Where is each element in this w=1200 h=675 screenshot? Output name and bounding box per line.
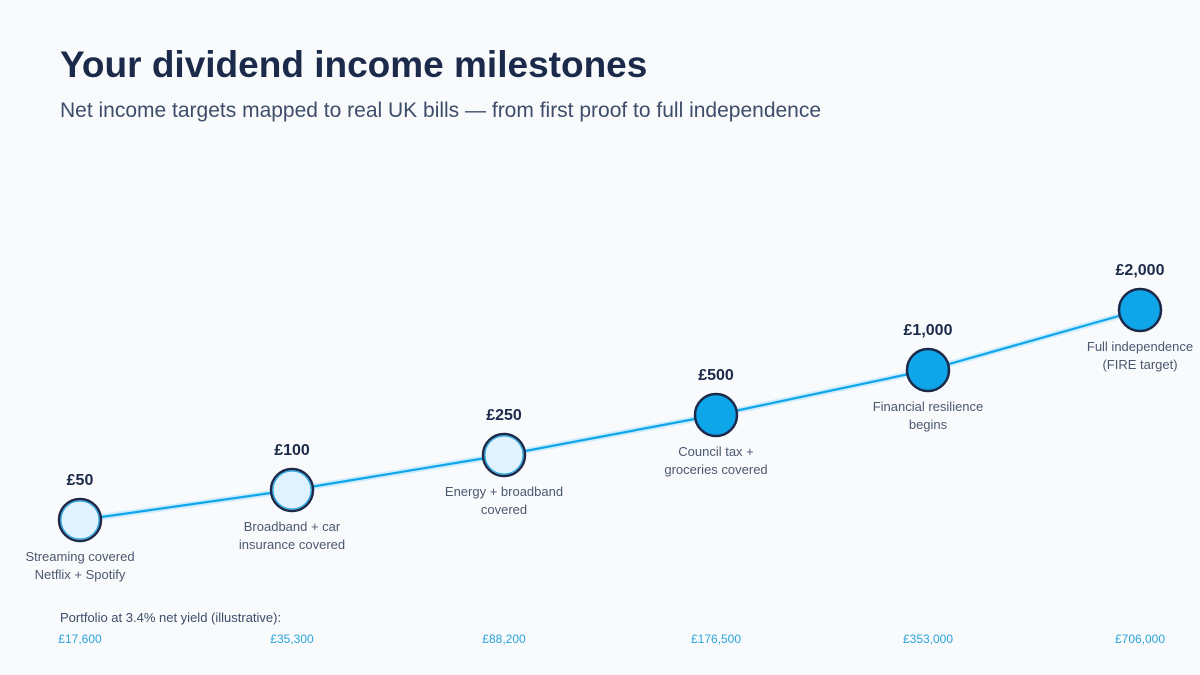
page-title: Your dividend income milestones xyxy=(60,44,648,85)
milestone-amount: £100 xyxy=(274,442,310,459)
milestone-node-50 xyxy=(57,497,103,543)
milestone-node-1000 xyxy=(905,347,951,393)
milestone-amount: £50 xyxy=(66,472,94,489)
milestone-description: Financial resilience begins xyxy=(873,398,984,434)
milestone-description-line: Full independence xyxy=(1086,339,1194,354)
milestone-amount: £250 xyxy=(486,407,522,424)
milestone-node-500 xyxy=(693,392,739,438)
milestone-amount: £500 xyxy=(698,367,734,384)
milestone-description-line: Financial resilience xyxy=(872,399,984,414)
portfolio-value: £353,000 xyxy=(902,632,954,646)
portfolio-value: £35,300 xyxy=(270,632,314,646)
milestone-amount: £1,000 xyxy=(903,322,953,339)
milestone-description-line: Streaming covered xyxy=(25,549,135,564)
milestone-description-line: groceries covered xyxy=(664,462,768,477)
milestone-description: Broadband + car insurance covered xyxy=(239,518,345,554)
portfolio-label: Portfolio at 3.4% net yield (illustrativ… xyxy=(60,610,282,625)
progress-line xyxy=(79,308,1141,522)
milestone-description-line: covered xyxy=(480,502,528,517)
page-subtitle: Net income targets mapped to real UK bil… xyxy=(60,99,822,122)
portfolio-value: £176,500 xyxy=(690,632,742,646)
milestone-description-line: Energy + broadband xyxy=(444,484,564,499)
milestone-description-line: Council tax + xyxy=(678,444,754,459)
portfolio-value: £88,200 xyxy=(482,632,526,646)
milestone-description: Full independence (FIRE target) xyxy=(1087,338,1193,374)
milestone-description-line: (FIRE target) xyxy=(1102,357,1178,372)
milestone-description: Council tax + groceries covered xyxy=(664,443,767,479)
milestone-description-line: begins xyxy=(908,417,948,432)
milestone-description-line: Netflix + Spotify xyxy=(34,567,126,582)
milestone-node-100 xyxy=(269,467,315,513)
portfolio-value: £706,000 xyxy=(1114,632,1166,646)
milestone-node-250 xyxy=(481,432,527,478)
milestone-description-line: insurance covered xyxy=(238,537,346,552)
milestone-node-2000 xyxy=(1117,287,1163,333)
milestone-description: Streaming covered Netflix + Spotify xyxy=(25,548,134,584)
milestone-amount: £2,000 xyxy=(1115,262,1165,279)
milestone-description: Energy + broadband covered xyxy=(445,483,563,519)
milestone-description-line: Broadband + car xyxy=(243,519,341,534)
portfolio-value: £17,600 xyxy=(58,632,102,646)
